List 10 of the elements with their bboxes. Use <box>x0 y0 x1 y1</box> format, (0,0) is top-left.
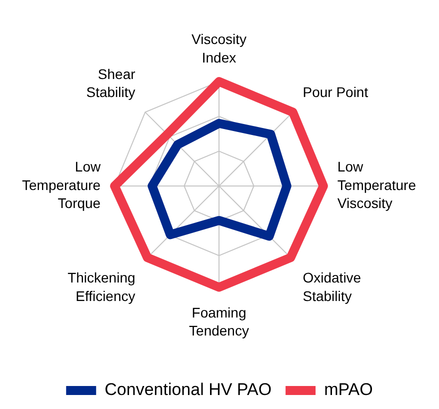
spoke-label: Shear Stability <box>86 66 136 100</box>
spoke-label: Low Temperature Torque <box>22 158 102 212</box>
spoke-label: Oxidative Stability <box>302 270 362 304</box>
spoke-label: Pour Point <box>302 84 368 100</box>
legend-label: Conventional HV PAO <box>104 380 272 400</box>
spoke-label: Foaming Tendency <box>189 304 249 339</box>
spoke-label: Viscosity Index <box>192 31 246 66</box>
legend-label: mPAO <box>324 380 373 400</box>
spoke-label: Thickening Efficiency <box>68 270 136 304</box>
spoke-label: Low Temperature Viscosity <box>337 158 416 212</box>
